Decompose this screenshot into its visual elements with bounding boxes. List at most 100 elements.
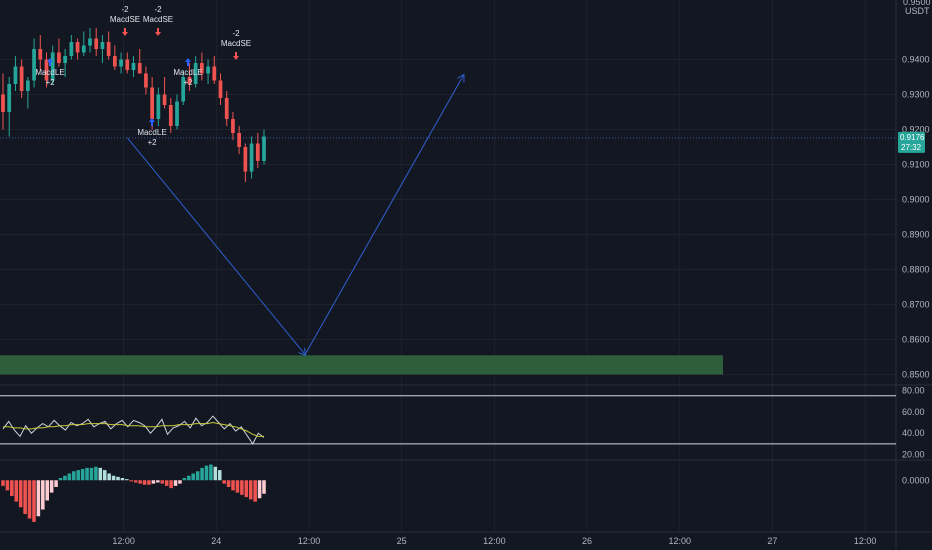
macd-bar: [262, 480, 266, 494]
candle-body: [255, 143, 260, 161]
signal-qty: -2: [232, 29, 240, 38]
macd-bar: [226, 480, 231, 487]
signal-qty: +2: [183, 78, 193, 87]
currency-label: USDT: [905, 6, 930, 16]
macd-bar: [18, 480, 23, 508]
candle: [81, 31, 86, 56]
macd-bar: [1, 480, 5, 486]
macd-bar: [10, 480, 14, 496]
signal-label: MacdLE: [173, 68, 202, 77]
signal-long: MacdLE+2: [137, 118, 167, 147]
candle: [106, 31, 111, 60]
macd-bar: [54, 480, 58, 487]
rsi-tick-label: 80.00: [902, 385, 925, 395]
time-tick-label: 12:00: [112, 536, 135, 546]
candle: [75, 38, 80, 60]
candle: [25, 77, 30, 109]
projection-leg-1[interactable]: [127, 137, 305, 355]
candle: [262, 129, 266, 165]
macd-bar: [235, 480, 240, 493]
long-arrow-icon: [149, 118, 155, 126]
projection-path[interactable]: [127, 75, 463, 354]
macd-bar: [129, 480, 134, 482]
rsi-tick-label: 20.00: [902, 450, 925, 460]
time-tick-label: 24: [211, 536, 221, 546]
candle-body: [63, 56, 68, 63]
candle-body: [125, 59, 130, 70]
macd-bar: [58, 478, 63, 481]
candle: [125, 52, 130, 74]
price-zone-layer: [0, 355, 723, 375]
candle: [218, 73, 223, 105]
candle-body: [119, 59, 123, 67]
macd-bar: [107, 473, 111, 481]
signal-qty: -2: [154, 5, 162, 14]
candle: [224, 91, 229, 126]
macd-bar: [32, 480, 36, 522]
time-tick-label: 12:00: [298, 536, 321, 546]
candle: [112, 45, 117, 70]
macd-bar: [67, 473, 72, 481]
projection-leg-2[interactable]: [304, 75, 463, 355]
candle: [1, 73, 5, 130]
price-tick-label: 0.9400: [902, 55, 930, 65]
current-price-value: 0.9176: [900, 133, 925, 142]
price-tick-label: 0.8600: [902, 335, 930, 345]
macd-bar: [138, 480, 142, 484]
candle-body: [162, 94, 167, 105]
macd-bar: [5, 480, 10, 491]
price-tick-label: 0.8900: [902, 230, 930, 240]
signal-label: MacdLE: [137, 128, 166, 137]
candle-body: [168, 105, 173, 126]
signal-label: MacdSE: [143, 15, 173, 24]
candle: [231, 112, 235, 140]
demand-zone-rect[interactable]: [0, 355, 723, 375]
macd-bar: [191, 473, 195, 481]
candle: [206, 59, 210, 84]
macd-bar: [111, 475, 116, 481]
candles: [1, 28, 266, 182]
candle-body: [13, 66, 18, 84]
macd-bar: [217, 470, 222, 481]
macd-bar: [209, 464, 213, 481]
candle: [38, 35, 43, 70]
macd-bar: [147, 480, 151, 485]
long-arrow-icon: [185, 58, 191, 66]
candle: [69, 35, 74, 60]
macd-bar: [160, 480, 165, 484]
macd-bar: [116, 476, 120, 481]
candle-body: [69, 42, 74, 56]
signal-label: MacdLE: [35, 68, 64, 77]
macd-bar: [253, 480, 257, 502]
time-tick-label: 12:00: [483, 536, 506, 546]
price-tick-label: 0.9100: [902, 160, 930, 170]
macd-bar: [173, 480, 178, 486]
candle: [175, 94, 179, 130]
candle: [162, 77, 167, 109]
macd-bar: [164, 480, 169, 486]
price-badge-bg: [898, 131, 925, 153]
candle: [243, 143, 248, 182]
macd-bar: [23, 480, 27, 514]
macd-bar: [80, 469, 85, 481]
candle: [32, 38, 36, 88]
candle: [63, 49, 68, 77]
macd-tick-label: 0.0000: [902, 475, 930, 485]
price-tick-label: 0.8700: [902, 300, 930, 310]
time-tick-label: 25: [397, 536, 407, 546]
candle-body: [112, 56, 117, 67]
candle: [44, 52, 49, 88]
candle-body: [156, 94, 161, 119]
short-arrow-icon: [155, 28, 161, 36]
candle-body: [249, 143, 254, 172]
signal-qty: +2: [45, 78, 55, 87]
rsi-ma-line: [3, 421, 264, 437]
signal-long: MacdLE+2: [35, 58, 65, 87]
candle: [144, 66, 148, 95]
